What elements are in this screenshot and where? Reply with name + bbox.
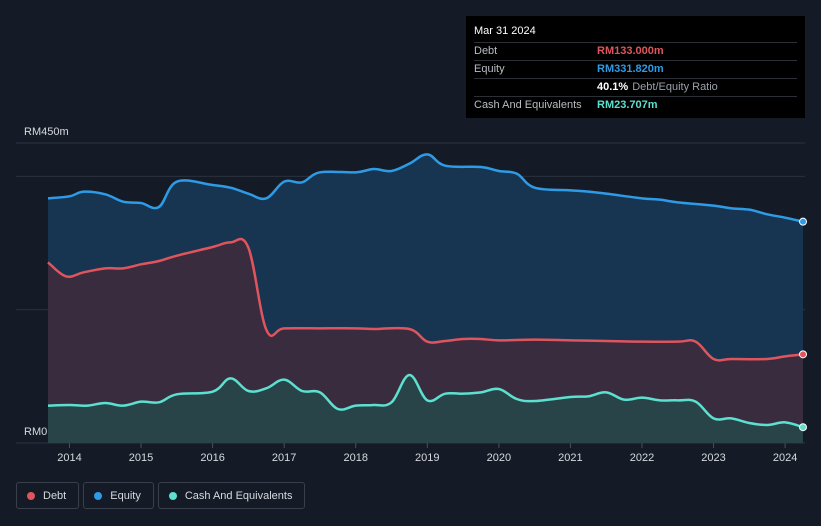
equity-end-point[interactable] bbox=[799, 217, 807, 226]
cash-and-equivalents-area bbox=[48, 374, 803, 443]
legend-dot-icon bbox=[168, 491, 177, 500]
legend-item-debt[interactable]: Debt bbox=[16, 482, 80, 509]
x-tick-label: 2018 bbox=[343, 452, 367, 464]
tooltip-row-cash: Cash And Equivalents RM23.707m bbox=[474, 96, 797, 114]
tooltip-ratio-label: Debt/Equity Ratio bbox=[632, 81, 718, 93]
tooltip-label: Cash And Equivalents bbox=[474, 99, 582, 111]
legend-label: Cash And Equivalents bbox=[184, 489, 293, 502]
legend-item-cash[interactable]: Cash And Equivalents bbox=[157, 482, 306, 509]
tooltip-label: Equity bbox=[474, 63, 505, 75]
x-tick-label: 2019 bbox=[415, 452, 439, 464]
x-tick-label: 2017 bbox=[272, 452, 296, 464]
x-tick-label: 2016 bbox=[200, 452, 224, 464]
x-tick-label: 2015 bbox=[129, 452, 153, 464]
series-lines bbox=[47, 153, 807, 432]
tooltip-label: Debt bbox=[474, 45, 498, 57]
debt-end-point[interactable] bbox=[799, 350, 807, 359]
legend-dot-icon bbox=[27, 491, 35, 500]
tooltip-row-equity: Equity RM331.820m bbox=[474, 60, 797, 78]
x-tick-label: 2021 bbox=[558, 452, 582, 464]
legend-label: Debt bbox=[43, 489, 67, 502]
y-axis-bottom-label: RM0 bbox=[24, 426, 47, 438]
data-tooltip: Mar 31 2024 Debt RM133.000m Equity RM331… bbox=[466, 16, 805, 118]
tooltip-value: RM23.707m bbox=[597, 99, 658, 111]
tooltip-value: 40.1% bbox=[597, 81, 629, 93]
cash-and-equivalents-end-point[interactable] bbox=[799, 423, 807, 432]
x-tick-label: 2014 bbox=[57, 452, 81, 464]
legend-item-equity[interactable]: Equity bbox=[83, 482, 154, 509]
tooltip-row-ratio: 40.1% Debt/Equity Ratio bbox=[474, 78, 797, 96]
x-axis-ticks: 2014 2015 2016 2017 2018 2019 2020 2021 2022 2023… bbox=[57, 443, 797, 464]
legend-dot-icon bbox=[94, 491, 103, 500]
y-axis-top-label: RM450m bbox=[24, 126, 69, 138]
legend-label: Equity bbox=[110, 489, 141, 502]
tooltip-row-debt: Debt RM133.000m bbox=[474, 42, 797, 60]
chart-legend: Debt Equity Cash And Equivalents bbox=[16, 482, 309, 509]
x-tick-label: 2024 bbox=[773, 452, 797, 464]
x-tick-label: 2022 bbox=[630, 452, 654, 464]
x-tick-label: 2023 bbox=[701, 452, 725, 464]
tooltip-value: RM331.820m bbox=[597, 63, 664, 75]
debt-line bbox=[47, 237, 804, 362]
tooltip-label bbox=[474, 79, 597, 96]
tooltip-date: Mar 31 2024 bbox=[474, 25, 536, 37]
tooltip-value: RM133.000m bbox=[597, 45, 664, 57]
equity-line bbox=[47, 153, 804, 223]
x-tick-label: 2020 bbox=[487, 452, 511, 464]
cash-and-equivalents-line bbox=[47, 373, 804, 429]
